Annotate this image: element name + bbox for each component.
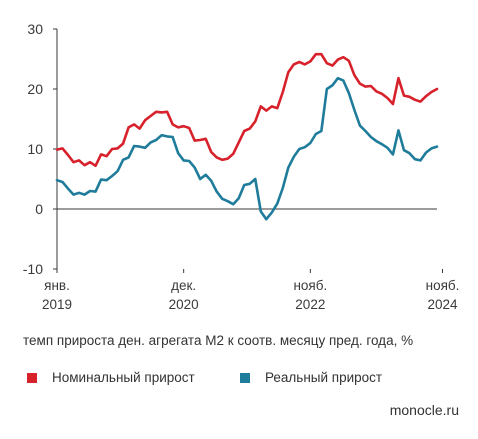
x-tick-month: нояб. <box>293 278 327 293</box>
legend-label-real: Реальный прирост <box>265 370 383 385</box>
legend-swatch-nominal <box>27 372 37 383</box>
x-tick-year: 2022 <box>295 297 325 312</box>
y-axis-ticks: 30 20 10 0 -10 <box>23 21 57 277</box>
y-tick-label: 10 <box>27 141 43 157</box>
legend-label-nominal: Номинальный прирост <box>52 370 195 385</box>
y-tick-label: -10 <box>23 261 43 277</box>
x-tick-year: 2020 <box>169 297 199 312</box>
y-tick-label: 30 <box>27 21 43 37</box>
legend-swatch-real <box>240 372 250 383</box>
chart-caption: темп прироста ден. агрегата М2 к соотв. … <box>23 333 414 348</box>
series-line-nominal <box>55 52 439 168</box>
legend-item-real: Реальный прирост <box>240 370 382 385</box>
series-line-real <box>55 76 439 221</box>
y-tick-label: 0 <box>35 201 43 217</box>
brand-logo-text: monocle.ru <box>389 402 459 418</box>
legend-item-nominal: Номинальный прирост <box>27 370 195 385</box>
x-tick-month: янв. <box>44 278 70 293</box>
x-tick-year: 2019 <box>42 297 72 312</box>
y-tick-label: 20 <box>27 81 43 97</box>
x-axis-ticks: янв. 2019 дек. 2020 нояб. 2022 нояб. 2024 <box>42 269 459 312</box>
x-tick-month: дек. <box>171 278 196 293</box>
x-tick-year: 2024 <box>427 297 458 312</box>
x-tick-month: нояб. <box>426 278 460 293</box>
series-lines <box>55 52 439 221</box>
